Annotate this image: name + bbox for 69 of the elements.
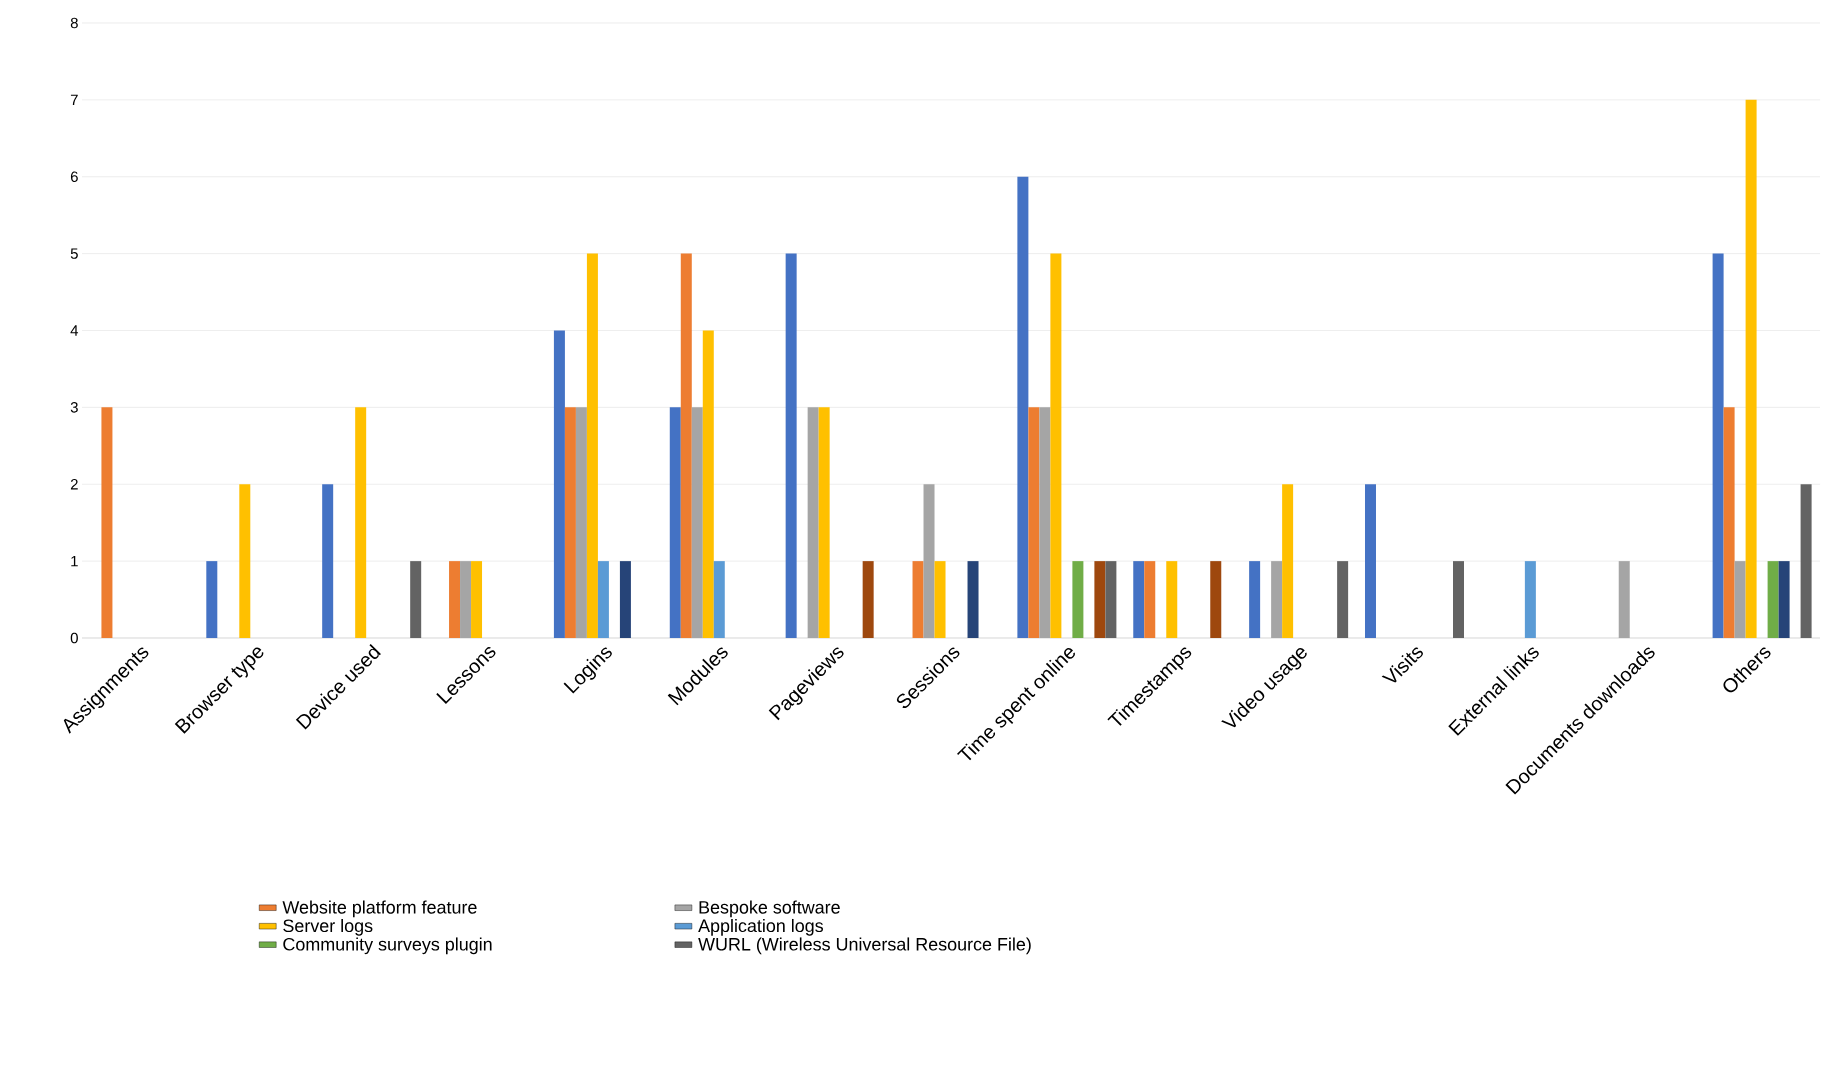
bar: [564, 407, 576, 638]
y-tick-label: 0: [70, 632, 78, 644]
bar: [1105, 561, 1117, 638]
bar: [691, 407, 703, 638]
bar: [702, 330, 714, 638]
bar: [1133, 561, 1145, 638]
bar: [1166, 561, 1178, 638]
bar: [1778, 561, 1790, 638]
bar: [785, 253, 797, 638]
bar: [912, 561, 924, 638]
bar: [1723, 407, 1735, 638]
bar: [322, 484, 334, 638]
bar: [1050, 253, 1062, 638]
bar: [669, 407, 681, 638]
y-tick-label: 3: [70, 402, 78, 413]
bar: [1364, 484, 1376, 638]
bar: [862, 561, 874, 638]
y-tick-label: 2: [70, 479, 78, 490]
legend-label: Website platform feature: [282, 900, 477, 918]
bar: [575, 407, 587, 638]
bar: [239, 484, 251, 638]
legend-label: Bespoke software: [699, 900, 840, 918]
bar: [206, 561, 218, 638]
bar: [1039, 407, 1051, 638]
legend-label: WURL (Wireless Universal Resource File): [698, 937, 1031, 955]
bar: [1453, 561, 1464, 638]
bar: [967, 561, 979, 638]
bar: [1618, 561, 1630, 638]
bar: [680, 253, 692, 638]
bar: [1094, 561, 1106, 638]
legend-label: Application logs: [698, 918, 824, 936]
bar: [1524, 561, 1536, 638]
y-tick-label: 6: [70, 171, 78, 183]
bar: [355, 407, 367, 638]
bar: [586, 253, 598, 638]
bar: [471, 561, 483, 638]
bar: [1249, 561, 1261, 638]
y-tick-label: 8: [70, 17, 78, 29]
legend-label: Server logs: [283, 918, 373, 936]
bar: [460, 561, 472, 638]
bar: [1767, 561, 1779, 638]
bar: [923, 484, 935, 638]
bar: [1028, 407, 1040, 638]
bar: [410, 561, 422, 638]
bar: [1800, 484, 1812, 638]
bar: [449, 561, 461, 638]
bar: [1337, 561, 1349, 638]
bar: [818, 407, 830, 638]
bar: [1017, 176, 1029, 638]
bar: [1282, 484, 1294, 638]
bar: [597, 561, 609, 638]
y-tick-label: 5: [70, 248, 78, 259]
bar: [934, 561, 946, 638]
bar: [1734, 561, 1746, 638]
bar: [101, 407, 113, 638]
y-tick-label: 7: [70, 94, 78, 106]
legend-label: Community surveys plugin: [283, 937, 492, 955]
bar: [713, 561, 725, 638]
bar: [1745, 99, 1757, 638]
bar: [1072, 561, 1084, 638]
bar: [553, 330, 565, 638]
bar: [619, 561, 631, 638]
y-tick-label: 4: [70, 325, 79, 336]
bar: [1712, 253, 1724, 638]
bar: [1271, 561, 1283, 638]
bar: [1210, 561, 1222, 638]
bar: [807, 407, 819, 638]
y-tick-label: 1: [71, 555, 78, 567]
bar: [1144, 561, 1156, 638]
